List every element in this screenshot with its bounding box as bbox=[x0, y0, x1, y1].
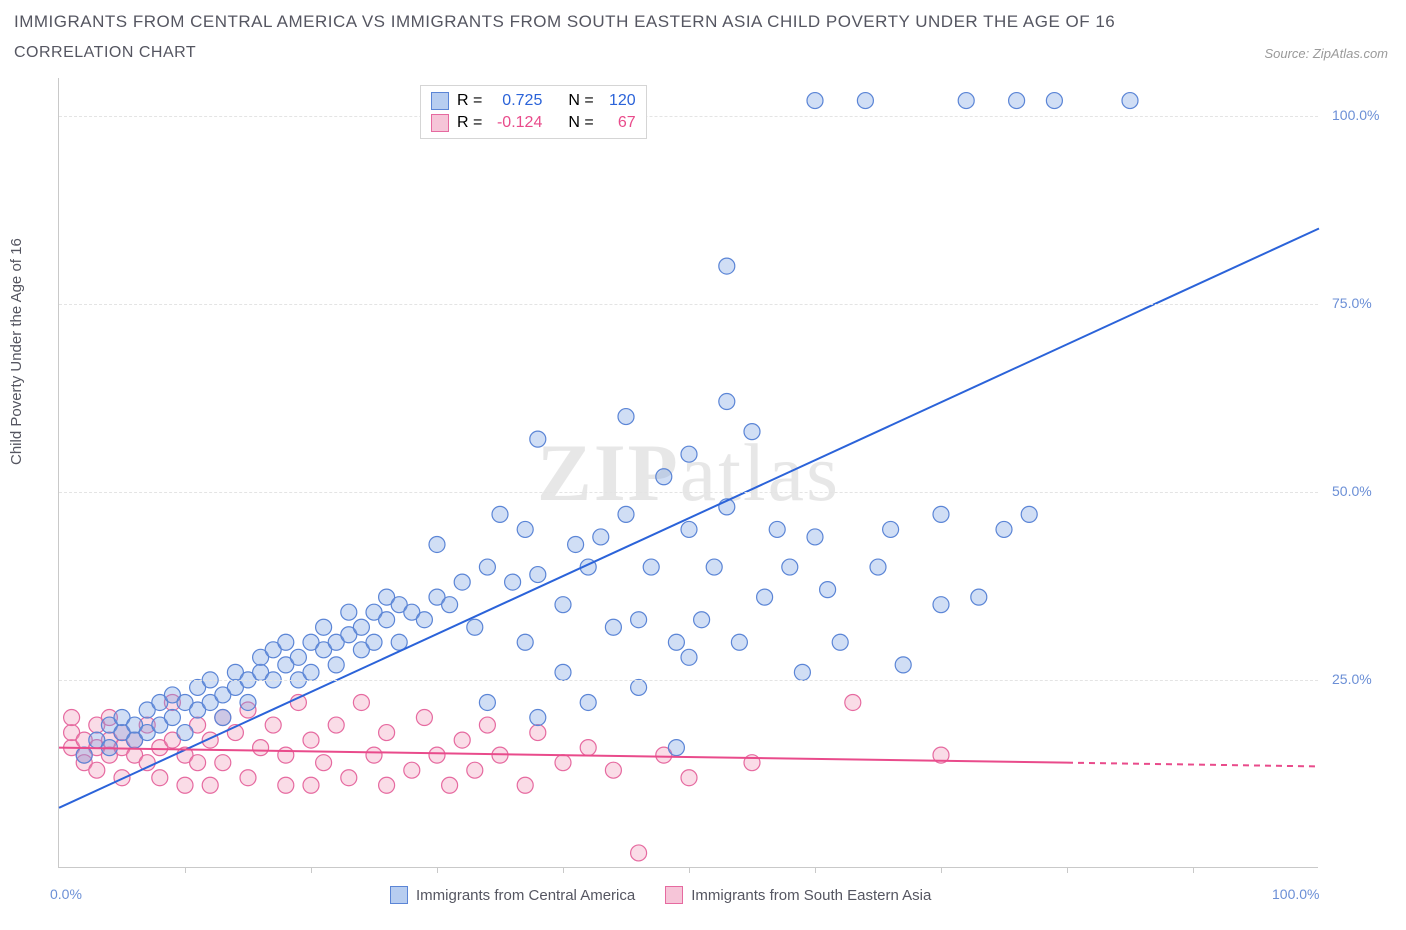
legend-label-a: Immigrants from Central America bbox=[416, 887, 635, 904]
legend-stats-row-b: R = -0.124 N = 67 bbox=[431, 112, 636, 134]
y-tick-label: 25.0% bbox=[1332, 671, 1372, 687]
swatch-se-asia bbox=[431, 114, 449, 132]
swatch-central-america bbox=[390, 886, 408, 904]
legend-item-b: Immigrants from South Eastern Asia bbox=[665, 886, 931, 904]
r-label: R = bbox=[457, 90, 482, 112]
scatter-svg bbox=[59, 78, 1318, 867]
swatch-central-america bbox=[431, 92, 449, 110]
x-tick-max: 100.0% bbox=[1272, 886, 1319, 902]
legend-label-b: Immigrants from South Eastern Asia bbox=[691, 887, 931, 904]
n-label: N = bbox=[568, 90, 593, 112]
r-value-b: -0.124 bbox=[490, 112, 542, 134]
plot-area: ZIPatlas bbox=[58, 78, 1318, 868]
n-label: N = bbox=[568, 112, 593, 134]
x-tick-min: 0.0% bbox=[50, 886, 82, 902]
legend-stats-box: R = 0.725 N = 120 R = -0.124 N = 67 bbox=[420, 85, 647, 139]
chart-title: IMMIGRANTS FROM CENTRAL AMERICA VS IMMIG… bbox=[14, 12, 1115, 32]
legend-item-a: Immigrants from Central America bbox=[390, 886, 635, 904]
y-axis-label: Child Poverty Under the Age of 16 bbox=[8, 238, 25, 465]
y-tick-label: 100.0% bbox=[1332, 107, 1379, 123]
chart-container: IMMIGRANTS FROM CENTRAL AMERICA VS IMMIG… bbox=[0, 0, 1406, 930]
r-label: R = bbox=[457, 112, 482, 134]
r-value-a: 0.725 bbox=[490, 90, 542, 112]
n-value-b: 67 bbox=[602, 112, 636, 134]
legend-stats-row-a: R = 0.725 N = 120 bbox=[431, 90, 636, 112]
y-tick-label: 75.0% bbox=[1332, 295, 1372, 311]
y-tick-label: 50.0% bbox=[1332, 483, 1372, 499]
chart-subtitle: CORRELATION CHART bbox=[14, 44, 196, 62]
source-attribution: Source: ZipAtlas.com bbox=[1264, 46, 1388, 61]
legend-bottom: Immigrants from Central America Immigran… bbox=[390, 886, 931, 904]
swatch-se-asia bbox=[665, 886, 683, 904]
n-value-a: 120 bbox=[602, 90, 636, 112]
